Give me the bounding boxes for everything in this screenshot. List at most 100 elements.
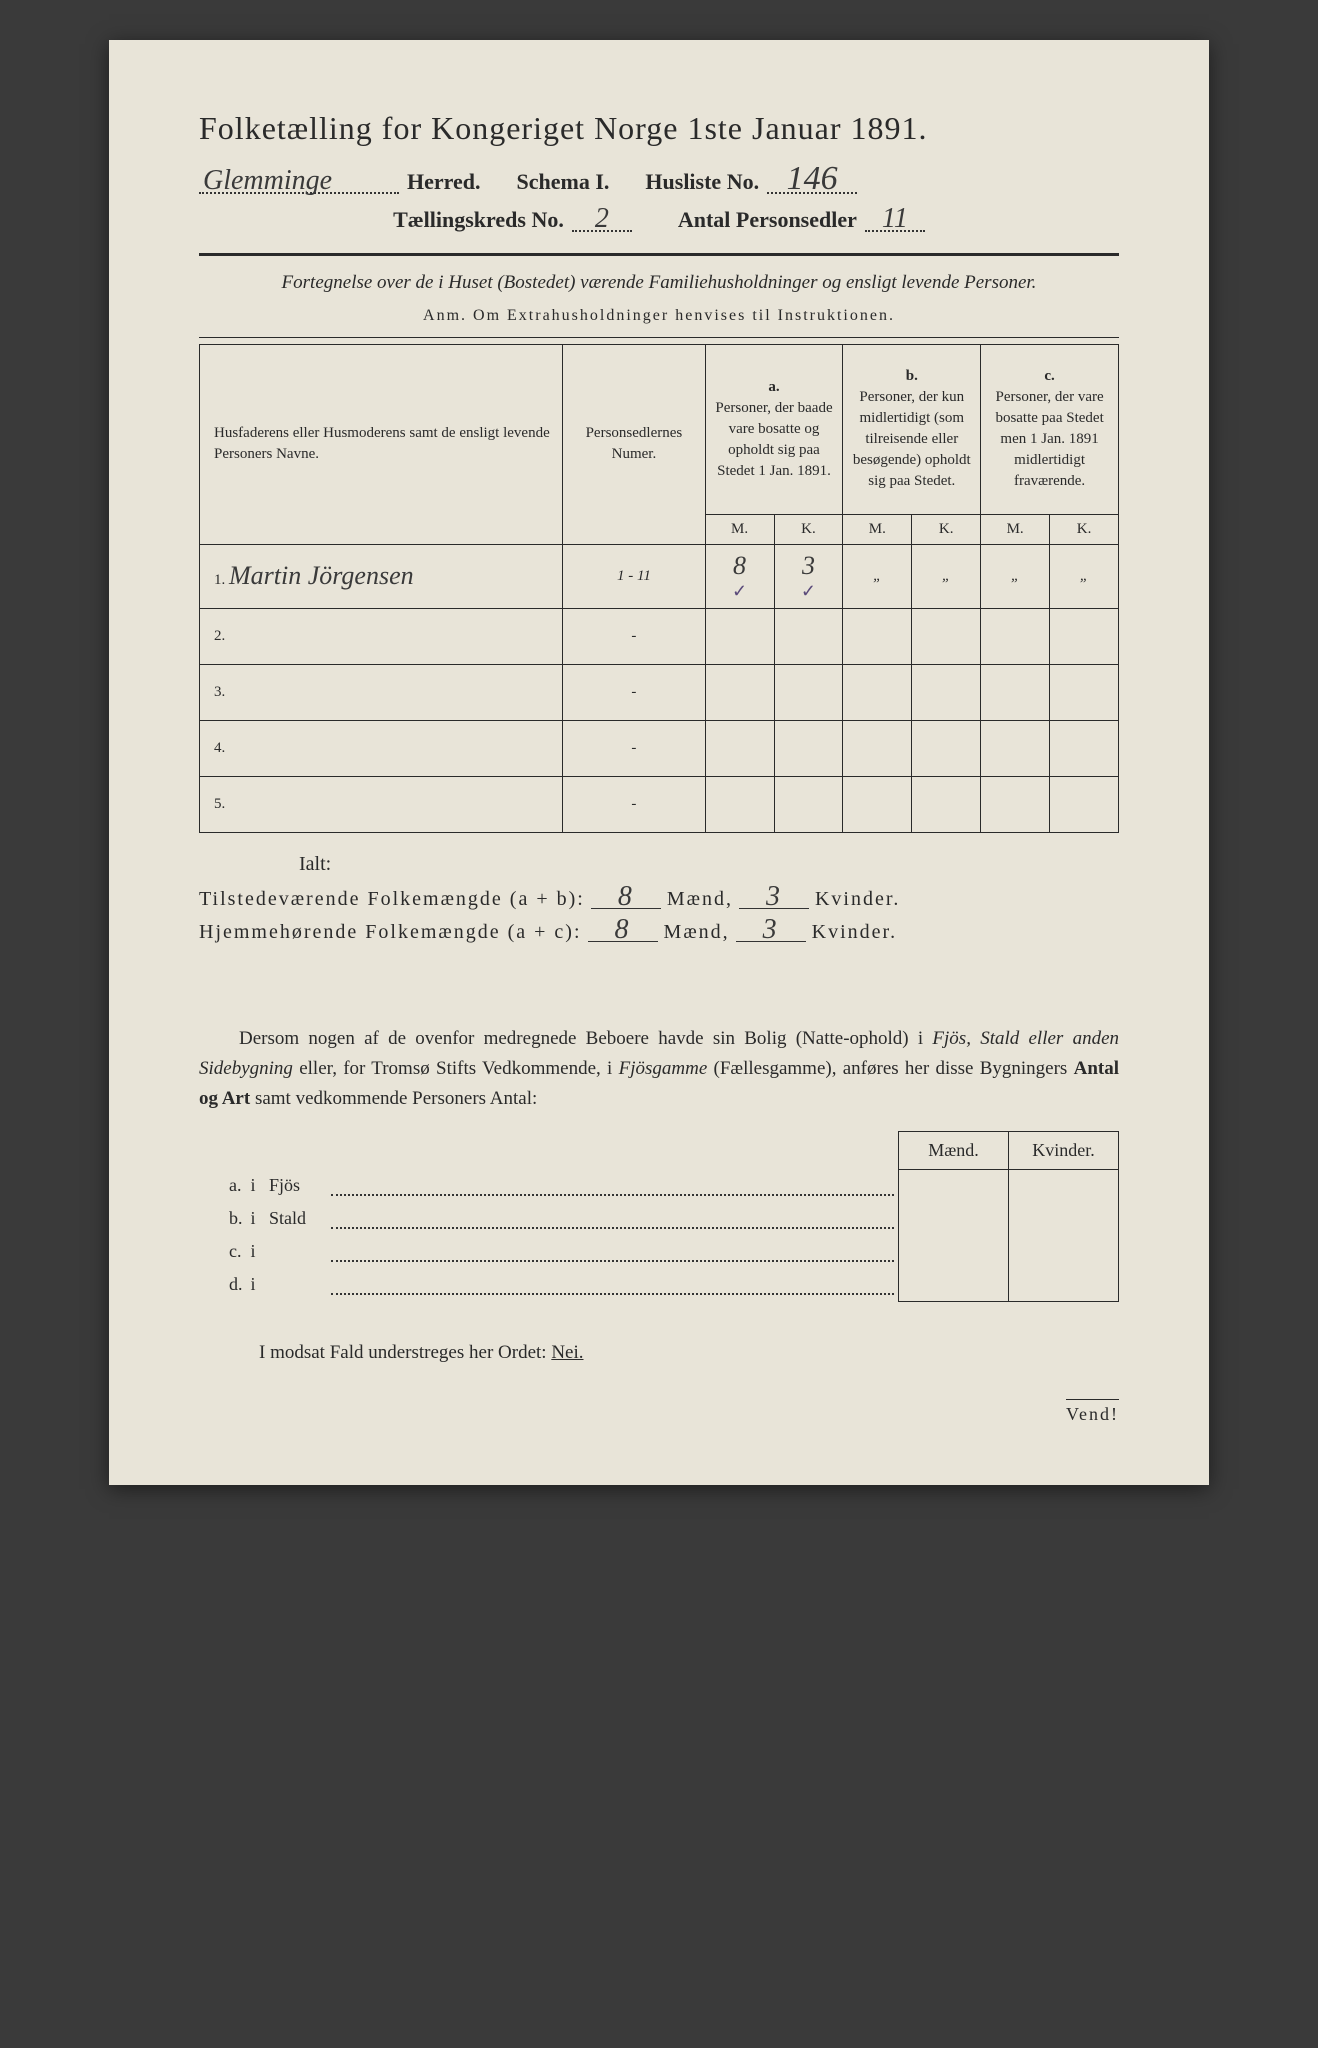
cell-cm	[981, 608, 1050, 664]
sb-k	[1009, 1202, 1119, 1235]
cell-bk	[912, 608, 981, 664]
check-m: ✓	[732, 581, 747, 601]
cell-am: 8 ✓	[705, 544, 774, 608]
table-body: 1. Martin Jörgensen 1 - 11 8 ✓ 3 ✓ „ „ „…	[200, 544, 1119, 832]
divider-1	[199, 253, 1119, 256]
total-line-2: Hjemmehørende Folkemængde (a + c): 8 Mæn…	[199, 919, 1119, 944]
para-t4: samt vedkommende Personers Antal:	[250, 1088, 537, 1109]
cell-ak: 3 ✓	[774, 544, 843, 608]
cell-am	[705, 776, 774, 832]
kreds-label: Tællingskreds No.	[393, 207, 564, 233]
table-row: 1. Martin Jörgensen 1 - 11 8 ✓ 3 ✓ „ „ „…	[200, 544, 1119, 608]
cell-ak	[774, 776, 843, 832]
th-names-text: Husfaderens eller Husmoderens samt de en…	[214, 425, 550, 462]
cell-ak	[774, 720, 843, 776]
cell-ak	[774, 608, 843, 664]
total1-k: 3	[739, 886, 809, 909]
sb-i: i	[251, 1241, 256, 1261]
schema-label: Schema I.	[517, 169, 610, 195]
sb-header-row: Mænd. Kvinder.	[199, 1131, 1119, 1169]
sb-dotted	[331, 1211, 895, 1229]
ialt-label: Ialt:	[299, 853, 1119, 876]
cell-bm	[843, 664, 912, 720]
para-i2: Fjösgamme	[619, 1058, 708, 1079]
cell-cm	[981, 776, 1050, 832]
th-num: Personsedlernes Numer.	[563, 344, 705, 544]
table-row: 5. -	[200, 776, 1119, 832]
cell-ck	[1050, 720, 1119, 776]
th-b-letter: b.	[906, 368, 918, 384]
th-c: c. Personer, der vare bosatte paa Stedet…	[981, 344, 1119, 514]
sb-label: Stald	[269, 1208, 306, 1228]
antal-label: Antal Personsedler	[678, 207, 857, 233]
th-c-m: M.	[981, 514, 1050, 544]
kvinder-label: Kvinder.	[815, 888, 900, 911]
table-row: 4. -	[200, 720, 1119, 776]
sb-dotted	[331, 1244, 895, 1262]
cell-name: 3.	[200, 664, 563, 720]
th-a-m: M.	[705, 514, 774, 544]
sb-k	[1009, 1268, 1119, 1301]
sb-i: i	[251, 1175, 256, 1195]
row-num: 1.	[214, 572, 225, 588]
para-t2: eller, for Tromsø Stifts Vedkommende, i	[293, 1058, 619, 1079]
table-row: 3. -	[200, 664, 1119, 720]
vend-text: Vend!	[1066, 1399, 1119, 1424]
subtitle: Fortegnelse over de i Huset (Bostedet) v…	[199, 270, 1119, 297]
th-b-m: M.	[843, 514, 912, 544]
cell-ak	[774, 664, 843, 720]
header-row-2: Tællingskreds No. 2 Antal Personsedler 1…	[199, 207, 1119, 233]
sb-letter: d.	[199, 1268, 247, 1301]
cell-persnum: -	[563, 776, 705, 832]
page-title: Folketælling for Kongeriget Norge 1ste J…	[199, 110, 1119, 147]
sidebuilding-table: Mænd. Kvinder. a. i Fjös b. i Stald c. i…	[199, 1131, 1119, 1302]
cell-bm	[843, 720, 912, 776]
cell-persnum: 1 - 11	[563, 544, 705, 608]
cell-persnum: -	[563, 664, 705, 720]
total1-m: 8	[591, 886, 661, 909]
cell-am	[705, 608, 774, 664]
instruction-paragraph: Dersom nogen af de ovenfor medregnede Be…	[199, 1024, 1119, 1115]
sb-i: i	[251, 1208, 256, 1228]
total1-label: Tilstedeværende Folkemængde (a + b):	[199, 888, 585, 911]
sb-letter: c.	[199, 1235, 247, 1268]
cell-persnum: -	[563, 720, 705, 776]
th-b: b. Personer, der kun midlertidigt (som t…	[843, 344, 981, 514]
sb-row: d. i	[199, 1268, 1119, 1301]
sb-m	[899, 1169, 1009, 1202]
th-a-k: K.	[774, 514, 843, 544]
kvinder-label-2: Kvinder.	[812, 921, 897, 944]
cell-bk	[912, 720, 981, 776]
table-row: 2. -	[200, 608, 1119, 664]
divider-2	[199, 337, 1119, 338]
th-c-k: K.	[1050, 514, 1119, 544]
th-c-letter: c.	[1044, 368, 1054, 384]
husliste-label: Husliste No.	[645, 169, 759, 195]
header-row-1: Glemminge Herred. Schema I. Husliste No.…	[199, 165, 1119, 195]
nei-line: I modsat Fald understreges her Ordet: Ne…	[259, 1342, 1119, 1364]
sb-m	[899, 1202, 1009, 1235]
sb-dotted	[331, 1277, 895, 1295]
cell-bm: „	[843, 544, 912, 608]
cell-am	[705, 720, 774, 776]
cell-bk	[912, 776, 981, 832]
cell-name: 1. Martin Jörgensen	[200, 544, 563, 608]
cell-bk	[912, 664, 981, 720]
th-a: a. Personer, der baade vare bosatte og o…	[705, 344, 843, 514]
kreds-value: 2	[572, 208, 632, 232]
cell-ck: „	[1050, 544, 1119, 608]
para-t1: Dersom nogen af de ovenfor medregnede Be…	[239, 1028, 932, 1049]
sb-letter: a.	[199, 1169, 247, 1202]
sb-th-maend: Mænd.	[899, 1131, 1009, 1169]
census-form-page: Folketælling for Kongeriget Norge 1ste J…	[109, 40, 1209, 1485]
cell-cm: „	[981, 544, 1050, 608]
sb-row: c. i	[199, 1235, 1119, 1268]
herred-label: Herred.	[407, 169, 481, 195]
sb-row: a. i Fjös	[199, 1169, 1119, 1202]
th-b-text: Personer, der kun midlertidigt (som tilr…	[853, 389, 971, 489]
th-c-text: Personer, der vare bosatte paa Stedet me…	[995, 389, 1103, 489]
sb-i: i	[251, 1274, 256, 1294]
sb-dotted	[331, 1178, 895, 1196]
husliste-value: 146	[767, 165, 857, 194]
table-header-row-1: Husfaderens eller Husmoderens samt de en…	[200, 344, 1119, 514]
